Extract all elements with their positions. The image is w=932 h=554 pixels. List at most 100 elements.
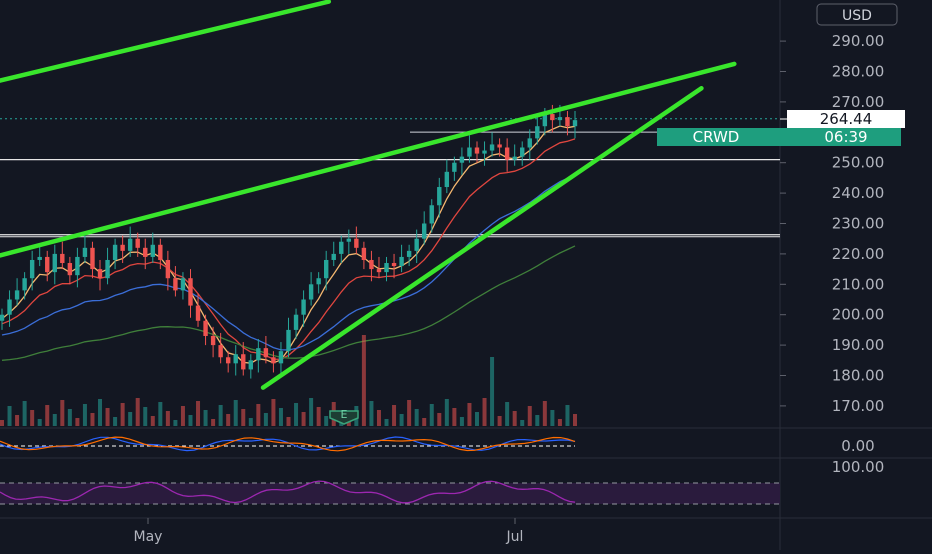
currency-button[interactable]: USD <box>816 3 898 26</box>
candle-body <box>406 250 412 257</box>
volume-bar <box>301 412 306 426</box>
volume-bar <box>241 409 246 426</box>
ticker-badge[interactable]: CRWD 06:39 <box>657 128 901 146</box>
candle-body <box>512 156 517 160</box>
volume-bar <box>294 403 299 426</box>
trendline <box>0 0 332 83</box>
volume-bar <box>437 413 442 426</box>
candle-body <box>286 329 291 352</box>
candle-body <box>399 256 404 267</box>
candle-body <box>346 238 352 242</box>
time-axis[interactable]: May Jul <box>134 518 524 545</box>
candle-body <box>143 247 148 257</box>
price-tick-label: 240.00 <box>832 184 885 202</box>
volume-bar <box>52 414 57 426</box>
volume-bar <box>22 401 27 426</box>
candle-body <box>112 244 118 260</box>
volume-bar <box>309 398 314 426</box>
candle-body <box>105 259 110 279</box>
oscillator-pane <box>0 436 576 452</box>
price-tick-label: 170.00 <box>832 397 885 415</box>
candle-body <box>90 247 95 270</box>
candle-body <box>391 263 397 267</box>
volume-bar <box>90 413 95 426</box>
ema-long-line <box>1 245 576 361</box>
volume-bar <box>120 403 125 426</box>
candle-body <box>60 253 65 264</box>
volume-bar <box>324 416 329 426</box>
volume-bar <box>173 420 178 426</box>
volume-bar <box>512 411 517 426</box>
volume-bar <box>98 399 103 426</box>
countdown-label: 06:39 <box>824 128 867 146</box>
candle-body <box>452 162 457 172</box>
candle-body <box>97 269 103 279</box>
price-tick-label: 270.00 <box>832 93 885 111</box>
candle-body <box>195 305 201 321</box>
candle-body <box>158 244 163 260</box>
earnings-marker[interactable]: E <box>329 408 359 425</box>
volume-bar <box>565 405 570 426</box>
volume-bar <box>271 399 276 426</box>
candle-body <box>180 278 186 291</box>
volume-bar <box>158 402 163 426</box>
candle-body <box>369 259 374 270</box>
volume-bar <box>203 410 208 426</box>
candle-body <box>301 299 306 315</box>
volume-bar <box>188 415 193 426</box>
trendlines[interactable] <box>0 0 737 390</box>
candle-body <box>459 156 465 163</box>
candle-body <box>29 259 35 279</box>
ticker-label: CRWD <box>693 128 740 146</box>
osc-axis-label: 0.00 <box>841 437 874 455</box>
volume-bar <box>286 417 291 426</box>
volume-bar <box>233 400 238 426</box>
candle-body <box>37 256 42 260</box>
time-tick-label: Jul <box>506 529 524 545</box>
candle-body <box>482 150 487 154</box>
volume-bar <box>573 414 577 426</box>
candle-body <box>414 238 419 251</box>
volume-bar <box>180 406 185 426</box>
volume-bar <box>256 404 261 426</box>
candle-body <box>225 357 231 364</box>
volume-bar <box>196 401 201 426</box>
candle-body <box>437 187 442 206</box>
candle-body <box>150 244 155 257</box>
candle-body <box>173 278 178 291</box>
currency-label: USD <box>842 8 872 24</box>
volume-bar <box>497 416 502 426</box>
volume-bar <box>248 418 253 426</box>
candle-body <box>331 253 336 260</box>
candle-body <box>256 348 261 361</box>
candle-body <box>165 259 171 279</box>
volume-bar <box>384 419 389 426</box>
price-axis[interactable]: 290.00280.00270.00260.00250.00240.00230.… <box>780 32 884 476</box>
candle-body <box>218 345 223 358</box>
candle-body <box>550 114 555 121</box>
rsi-line <box>0 480 576 504</box>
volume-bar <box>429 404 434 426</box>
volume-bar <box>542 401 547 426</box>
rsi-axis-label: 100.00 <box>832 458 885 476</box>
candle-body <box>210 335 216 346</box>
volume-bar <box>135 398 140 426</box>
volume-bar <box>459 417 464 426</box>
trendline <box>0 61 737 258</box>
candle-body <box>14 290 20 300</box>
candle-body <box>7 299 12 315</box>
price-tick-label: 220.00 <box>832 245 885 263</box>
volume-bar <box>482 398 487 426</box>
volume-bar <box>165 411 170 426</box>
volume-bar <box>128 412 133 426</box>
volume-bar <box>226 414 231 426</box>
volume-bar <box>82 404 87 426</box>
candle-body <box>361 247 367 260</box>
volume-bar <box>113 417 118 426</box>
time-tick-label: May <box>134 529 163 545</box>
price-tick-label: 230.00 <box>832 215 885 233</box>
volume-bar <box>45 405 50 426</box>
